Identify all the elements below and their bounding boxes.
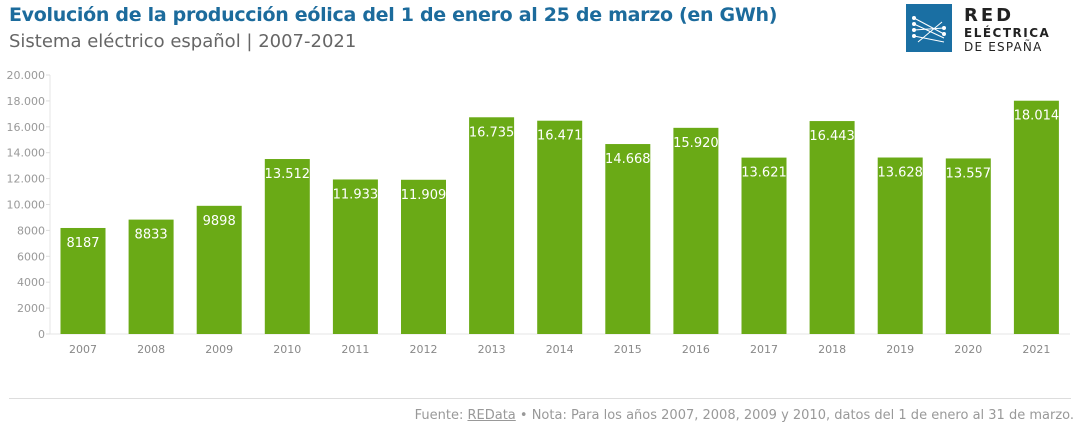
data-label: 14.668 xyxy=(605,152,651,167)
data-label: 16.735 xyxy=(469,125,515,140)
bar-2008 xyxy=(128,219,174,334)
y-tick-label: 12.000 xyxy=(7,173,46,186)
x-tick-label: 2013 xyxy=(478,343,506,356)
data-label: 8187 xyxy=(66,236,99,251)
data-label: 9898 xyxy=(203,214,236,229)
y-tick-label: 4000 xyxy=(17,276,45,289)
y-tick-label: 6000 xyxy=(17,250,45,263)
x-tick-label: 2020 xyxy=(954,343,982,356)
data-label: 11.909 xyxy=(401,188,447,203)
bar-2014 xyxy=(537,120,583,334)
x-tick-label: 2008 xyxy=(137,343,165,356)
data-label: 16.443 xyxy=(809,129,855,144)
data-label: 13.628 xyxy=(877,166,923,181)
footer-note: Fuente: REData • Nota: Para los años 200… xyxy=(415,408,1074,423)
x-tick-label: 2009 xyxy=(205,343,233,356)
x-tick-label: 2021 xyxy=(1022,343,1050,356)
bar-2013 xyxy=(469,117,515,334)
bar-2019 xyxy=(877,157,923,334)
y-tick-label: 0 xyxy=(38,328,45,341)
bar-2020 xyxy=(945,158,991,334)
y-tick-label: 16.000 xyxy=(7,121,46,134)
data-label: 18.014 xyxy=(1014,109,1060,124)
x-tick-label: 2015 xyxy=(614,343,642,356)
x-tick-label: 2010 xyxy=(273,343,301,356)
x-tick-label: 2012 xyxy=(410,343,438,356)
y-tick-label: 2000 xyxy=(17,302,45,315)
chart-title: Evolución de la producción eólica del 1 … xyxy=(9,4,778,26)
bar-chart: 0 2000 4000 6000 8000 10.000 12.000 14.000 16.00… xyxy=(7,69,1070,356)
svg-text:ELÉCTRICA: ELÉCTRICA xyxy=(964,25,1050,40)
data-label: 8833 xyxy=(135,228,168,243)
y-tick-label: 14.000 xyxy=(7,147,46,160)
footer-divider xyxy=(9,398,1071,399)
data-label: 13.512 xyxy=(265,167,311,182)
chart-subtitle: Sistema eléctrico español | 2007-2021 xyxy=(9,31,357,52)
bar-2010 xyxy=(264,159,310,334)
bar-2016 xyxy=(673,127,719,334)
data-label: 15.920 xyxy=(673,136,719,151)
bar-2015 xyxy=(605,144,651,334)
redata-link[interactable]: REData xyxy=(467,408,516,423)
note-text: • Nota: Para los años 2007, 2008, 2009 y… xyxy=(515,408,1074,423)
y-tick-label: 18.000 xyxy=(7,95,46,108)
y-tick-label: 20.000 xyxy=(7,69,46,82)
bar-2012 xyxy=(401,179,446,334)
data-label: 11.933 xyxy=(333,187,379,202)
y-tick-label: 8000 xyxy=(17,224,45,237)
x-tick-label: 2018 xyxy=(818,343,846,356)
x-tick-label: 2011 xyxy=(341,343,369,356)
data-label: 16.471 xyxy=(537,129,583,144)
data-label: 13.557 xyxy=(946,166,992,181)
data-label: 13.621 xyxy=(741,166,787,181)
svg-text:RED: RED xyxy=(964,5,1014,26)
y-tick-label: 10.000 xyxy=(7,199,46,212)
red-electrica-logo: RED ELÉCTRICA DE ESPAÑA xyxy=(906,4,1050,54)
bar-2007 xyxy=(60,227,106,334)
source-label: Fuente: xyxy=(414,408,468,423)
x-tick-label: 2016 xyxy=(682,343,710,356)
bar-2021 xyxy=(1013,100,1059,334)
bar-2018 xyxy=(809,121,855,335)
svg-text:DE ESPAÑA: DE ESPAÑA xyxy=(964,39,1043,54)
bar-2011 xyxy=(332,179,378,334)
x-tick-label: 2017 xyxy=(750,343,778,356)
x-tick-label: 2007 xyxy=(69,343,97,356)
bar-2017 xyxy=(741,157,787,334)
x-tick-label: 2019 xyxy=(886,343,914,356)
bar-2009 xyxy=(196,205,242,334)
x-tick-label: 2014 xyxy=(546,343,574,356)
